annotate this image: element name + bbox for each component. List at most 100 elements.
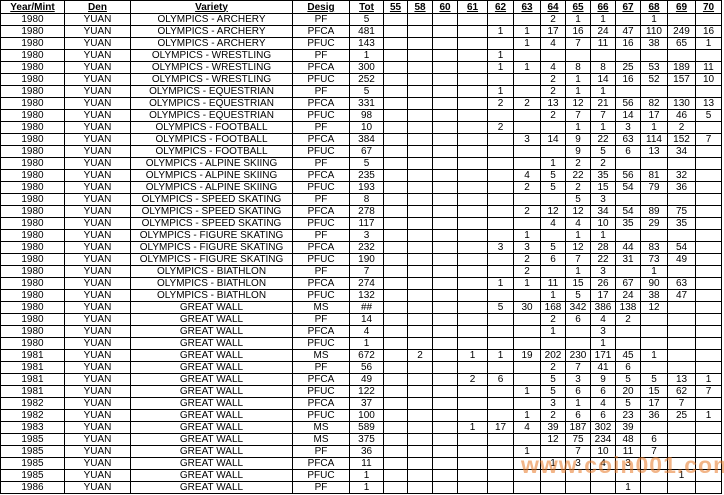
cell[interactable]: 1980	[0, 61, 65, 74]
cell[interactable]: PF	[292, 13, 350, 26]
cell[interactable]: PFUC	[292, 289, 350, 302]
cell[interactable]: 2	[487, 97, 514, 110]
cell[interactable]	[457, 217, 488, 230]
cell[interactable]	[487, 313, 514, 326]
cell[interactable]	[487, 193, 514, 206]
cell[interactable]: 1980	[0, 301, 65, 314]
cell[interactable]: PF	[292, 193, 350, 206]
cell[interactable]: PFCA	[292, 241, 350, 254]
cell[interactable]	[695, 337, 722, 350]
cell[interactable]: YUAN	[64, 373, 131, 386]
cell[interactable]: 17	[590, 289, 616, 302]
cell[interactable]: 1980	[0, 289, 65, 302]
cell[interactable]	[457, 409, 488, 422]
cell[interactable]: 384	[349, 133, 384, 146]
cell[interactable]: 2	[513, 205, 541, 218]
cell[interactable]: 6	[615, 145, 641, 158]
cell[interactable]: YUAN	[64, 97, 131, 110]
cell[interactable]: 110	[640, 25, 668, 38]
cell[interactable]: YUAN	[64, 433, 131, 446]
cell[interactable]	[457, 157, 488, 170]
cell[interactable]: 1985	[0, 433, 65, 446]
cell[interactable]: 46	[667, 109, 696, 122]
cell[interactable]	[615, 49, 641, 62]
column-header-year-mint[interactable]: Year/Mint	[0, 0, 65, 14]
cell[interactable]	[383, 433, 408, 446]
cell[interactable]	[667, 325, 696, 338]
cell[interactable]	[667, 313, 696, 326]
cell[interactable]: 7	[565, 109, 591, 122]
cell[interactable]: 1	[640, 121, 668, 134]
column-header-66[interactable]: 66	[590, 0, 616, 14]
cell[interactable]	[615, 229, 641, 242]
cell[interactable]	[407, 13, 433, 26]
cell[interactable]: YUAN	[64, 445, 131, 458]
cell[interactable]: 32	[667, 169, 696, 182]
cell[interactable]	[432, 61, 458, 74]
cell[interactable]	[383, 157, 408, 170]
cell[interactable]: 14	[590, 73, 616, 86]
cell[interactable]: YUAN	[64, 397, 131, 410]
cell[interactable]: PFUC	[292, 217, 350, 230]
cell[interactable]	[407, 277, 433, 290]
cell[interactable]	[383, 469, 408, 482]
cell[interactable]: 3	[615, 457, 641, 470]
cell[interactable]	[695, 145, 722, 158]
cell[interactable]	[457, 109, 488, 122]
cell[interactable]: 1	[487, 61, 514, 74]
cell[interactable]: 25	[667, 409, 696, 422]
column-header-70[interactable]: 70	[695, 0, 722, 14]
cell[interactable]: 1	[487, 85, 514, 98]
cell[interactable]: 3	[590, 325, 616, 338]
cell[interactable]: 2	[590, 157, 616, 170]
cell[interactable]	[695, 361, 722, 374]
column-header-63[interactable]: 63	[513, 0, 541, 14]
cell[interactable]: 117	[349, 217, 384, 230]
cell[interactable]	[432, 121, 458, 134]
cell[interactable]: 4	[565, 217, 591, 230]
cell[interactable]	[432, 301, 458, 314]
cell[interactable]	[487, 409, 514, 422]
cell[interactable]: 12	[540, 433, 566, 446]
cell[interactable]	[407, 409, 433, 422]
cell[interactable]: 13	[540, 97, 566, 110]
cell[interactable]: PF	[292, 313, 350, 326]
cell[interactable]: 1982	[0, 397, 65, 410]
column-header-62[interactable]: 62	[487, 0, 514, 14]
cell[interactable]: 1	[349, 337, 384, 350]
cell[interactable]	[695, 241, 722, 254]
cell[interactable]	[695, 217, 722, 230]
cell[interactable]: 1980	[0, 337, 65, 350]
cell[interactable]	[383, 109, 408, 122]
cell[interactable]: 8	[565, 61, 591, 74]
cell[interactable]: 5	[695, 109, 722, 122]
cell[interactable]: 9	[565, 133, 591, 146]
cell[interactable]	[487, 253, 514, 266]
cell[interactable]	[487, 445, 514, 458]
cell[interactable]: 190	[349, 253, 384, 266]
cell[interactable]: YUAN	[64, 421, 131, 434]
cell[interactable]	[432, 193, 458, 206]
cell[interactable]	[457, 397, 488, 410]
cell[interactable]: GREAT WALL	[130, 301, 293, 314]
cell[interactable]	[383, 361, 408, 374]
cell[interactable]: 7	[590, 109, 616, 122]
cell[interactable]	[432, 481, 458, 494]
cell[interactable]	[565, 325, 591, 338]
cell[interactable]: YUAN	[64, 121, 131, 134]
cell[interactable]	[513, 157, 541, 170]
cell[interactable]	[457, 193, 488, 206]
cell[interactable]	[695, 265, 722, 278]
cell[interactable]	[383, 265, 408, 278]
cell[interactable]: 1	[590, 337, 616, 350]
cell[interactable]: YUAN	[64, 157, 131, 170]
cell[interactable]: PFUC	[292, 385, 350, 398]
cell[interactable]: 6	[615, 361, 641, 374]
cell[interactable]	[513, 145, 541, 158]
cell[interactable]: 1	[667, 469, 696, 482]
cell[interactable]: 21	[590, 97, 616, 110]
cell[interactable]: OLYMPICS - ALPINE SKIING	[130, 181, 293, 194]
cell[interactable]	[457, 265, 488, 278]
cell[interactable]: 2	[457, 373, 488, 386]
cell[interactable]	[640, 469, 668, 482]
